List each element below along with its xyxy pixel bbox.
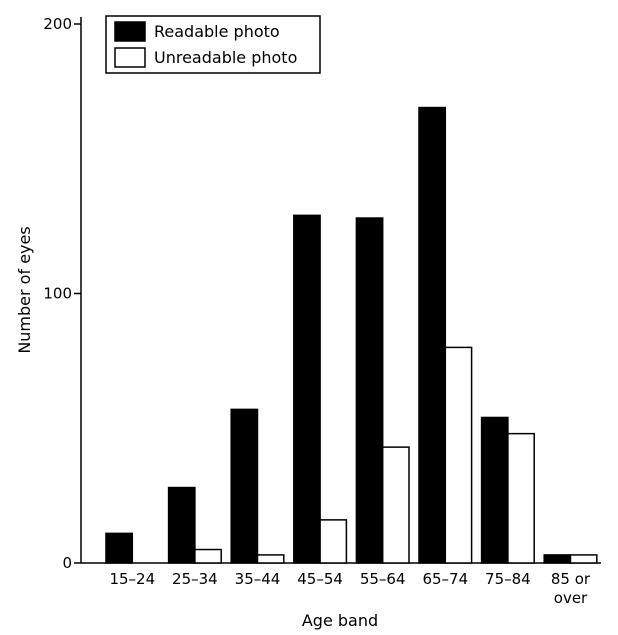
x-tick-label: 25–34 — [172, 570, 218, 588]
x-tick-label-line: 35–44 — [235, 570, 281, 588]
bars — [105, 106, 598, 564]
bar-readable — [480, 416, 509, 564]
bar-readable — [293, 214, 321, 564]
bar-readable — [167, 486, 196, 564]
legend: Readable photo Unreadable photo — [105, 15, 321, 74]
x-tick-label: 75–84 — [485, 570, 531, 588]
x-axis-title: Age band — [302, 611, 378, 630]
x-tick-label-line: 45–54 — [297, 570, 343, 588]
x-tick-label-line: 15–24 — [109, 570, 155, 588]
x-tick-label-line: 25–34 — [172, 570, 218, 588]
x-tick-label: 45–54 — [297, 570, 343, 588]
y-tick-label: 100 — [43, 285, 72, 303]
y-ticks: 0 100 200 — [43, 15, 81, 572]
x-tick-label-line: 85 or — [551, 570, 591, 588]
bar-readable — [543, 554, 572, 564]
bar-readable — [418, 106, 447, 564]
x-tick-labels: 15–24 25–34 35–44 45–54 55–64 65–74 75–84 85 or… — [109, 570, 590, 607]
bar-unreadable — [256, 554, 285, 564]
bar-unreadable — [569, 554, 598, 564]
x-tick-label: 65–74 — [422, 570, 468, 588]
bar-unreadable — [444, 346, 473, 564]
y-axis-title: Number of eyes — [15, 226, 34, 353]
bar-unreadable — [194, 548, 222, 564]
legend-swatch-unreadable — [114, 47, 146, 68]
x-tick-label: 15–24 — [109, 570, 155, 588]
bar-unreadable — [381, 446, 410, 564]
legend-label-readable: Readable photo — [154, 22, 280, 41]
x-tick-label: 85 or over — [551, 570, 591, 607]
x-tick-label: 35–44 — [235, 570, 281, 588]
bar-readable — [230, 408, 259, 564]
legend-swatch-readable — [114, 21, 146, 42]
x-tick-label: 55–64 — [360, 570, 406, 588]
y-tick-label: 200 — [43, 15, 72, 33]
x-tick-label-line: over — [554, 589, 588, 607]
x-tick-label-line: 55–64 — [360, 570, 406, 588]
y-tick-label: 0 — [62, 554, 72, 572]
bar-unreadable — [507, 432, 535, 564]
x-tick-label-line: 65–74 — [422, 570, 468, 588]
x-tick-label-line: 75–84 — [485, 570, 531, 588]
bar-readable — [355, 217, 384, 564]
bar-readable — [105, 532, 134, 564]
legend-label-unreadable: Unreadable photo — [154, 48, 297, 67]
bar-unreadable — [319, 519, 348, 564]
